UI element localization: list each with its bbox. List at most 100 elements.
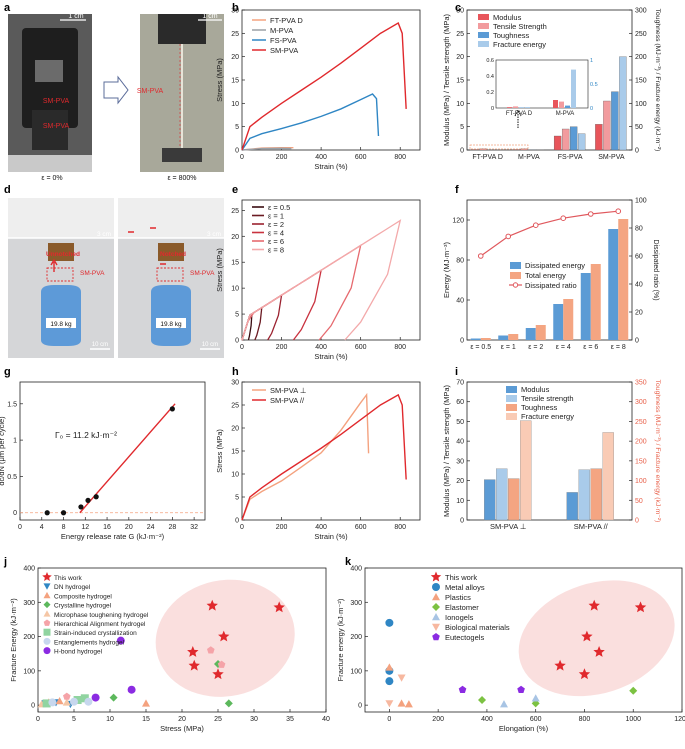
data-point	[405, 700, 413, 707]
y-tick-label: 100	[23, 668, 35, 675]
y-tick-label: 1.5	[7, 401, 17, 408]
panel-letter-d: d	[4, 184, 11, 196]
data-point	[63, 693, 71, 700]
data-point	[44, 620, 51, 626]
plot-frame	[242, 10, 420, 150]
bar	[498, 336, 508, 341]
y-axis-label: dc/dN (μm per cycle)	[0, 416, 6, 486]
y-tick-label: 40	[635, 282, 643, 289]
scale-label: 1 cm	[202, 13, 217, 20]
x-tick-label: 4	[40, 524, 44, 531]
x-tick-label: 20	[178, 716, 186, 723]
panel-letter-g: g	[4, 366, 11, 378]
y-tick-label: 5	[235, 495, 239, 502]
data-point	[432, 624, 440, 631]
inset-tick-label: 0.6	[486, 58, 494, 64]
bar	[471, 339, 481, 341]
y-axis-label: Modulus (MPa) / Tensile strength (MPa)	[442, 14, 451, 146]
notch-label: Notched	[160, 251, 186, 258]
sample-label: SM-PVA	[43, 98, 70, 105]
y-axis-label-right: Dissipated ratio (%)	[652, 239, 659, 300]
y-axis-label: Fracture Energy (kJ·m⁻²)	[9, 598, 18, 682]
y-tick-label: 80	[635, 226, 643, 233]
legend-label: Fracture energy	[493, 40, 546, 49]
y-tick-label: 200	[635, 439, 647, 446]
legend-label: Toughness	[521, 403, 558, 412]
x-tick-label: 0	[36, 716, 40, 723]
legend-swatch	[478, 41, 489, 47]
y-tick-label: 100	[635, 198, 647, 205]
bar	[553, 304, 563, 340]
legend-label: This work	[445, 573, 477, 582]
y-tick-label: 0	[635, 518, 639, 525]
bar	[526, 328, 536, 340]
x-tick-label: 5	[72, 716, 76, 723]
y-axis-label: Stress (MPa)	[215, 58, 224, 102]
y-tick-label: 200	[635, 54, 647, 61]
inset-tick-label: 0.4	[486, 74, 494, 80]
x-tick-label: 0	[240, 154, 244, 161]
category-label: M-PVA	[518, 154, 540, 161]
sample-label: SM-PVA	[137, 88, 164, 95]
legend-swatch	[506, 413, 517, 420]
data-point	[44, 583, 51, 589]
bar	[618, 219, 628, 340]
inset-tick-label: 0.2	[486, 90, 494, 96]
y-tick-label: 150	[635, 458, 647, 465]
data-point	[629, 687, 637, 695]
y-tick-label: 400	[23, 566, 35, 573]
bar	[581, 273, 591, 340]
legend-label: SM-PVA ⊥	[270, 386, 307, 395]
inset-bar	[571, 70, 576, 108]
y-tick-label: 0.5	[7, 474, 17, 481]
legend-label: Crystalline hydrogel	[54, 603, 112, 610]
x-axis-label: Stress (MPa)	[160, 724, 204, 733]
y-tick-label: 0	[235, 338, 239, 345]
legend-label: Dissipated energy	[525, 261, 585, 270]
legend-label: Modulus	[521, 385, 550, 394]
data-point	[44, 592, 51, 598]
series-line	[242, 23, 406, 150]
ratio-line	[481, 211, 619, 256]
x-tick-label: 0	[240, 524, 244, 531]
x-axis-label: Strain (%)	[314, 352, 348, 361]
y-tick-label: 25	[456, 31, 464, 38]
x-tick-label: 0	[240, 344, 244, 351]
y-tick-label: 10	[231, 286, 239, 293]
legend-swatch	[506, 386, 517, 393]
legend-label: Tensile strength	[521, 394, 574, 403]
scale-label: 10 cm	[202, 342, 218, 348]
legend-label: SM-PVA	[270, 46, 298, 55]
y-tick-label: 10	[456, 498, 464, 505]
y-tick-label: 350	[635, 380, 647, 387]
legend-label: Microphase toughening hydrogel	[54, 612, 149, 619]
x-tick-label: 600	[355, 344, 367, 351]
series-line	[242, 308, 262, 340]
panel-letter-e: e	[232, 184, 238, 196]
bar	[595, 124, 602, 150]
x-tick-label: 600	[355, 524, 367, 531]
category-label: FS-PVA	[558, 154, 583, 161]
x-tick-label: 20	[125, 524, 133, 531]
legend-swatch	[510, 262, 521, 269]
legend-label: SM-PVA //	[270, 396, 305, 405]
y-tick-label: 5	[235, 124, 239, 131]
y-tick-label: 30	[231, 8, 239, 15]
legend-label: Hierarchical Alignment hydrogel	[54, 621, 146, 628]
series-line	[242, 270, 321, 340]
y-tick-label: 0	[635, 338, 639, 345]
data-point	[478, 696, 486, 704]
inset-bar	[553, 100, 558, 108]
bar	[570, 127, 577, 150]
y-tick-label: 10	[231, 101, 239, 108]
y-tick-label: 300	[635, 399, 647, 406]
chart-k: 0200400600800100012000100200300400Elonga…	[336, 561, 685, 733]
legend-label: Entanglements hydrogel	[54, 639, 125, 646]
data-point	[398, 675, 406, 682]
